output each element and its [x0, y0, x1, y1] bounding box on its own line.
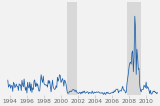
Bar [127, 2, 141, 95]
Bar [67, 2, 77, 95]
